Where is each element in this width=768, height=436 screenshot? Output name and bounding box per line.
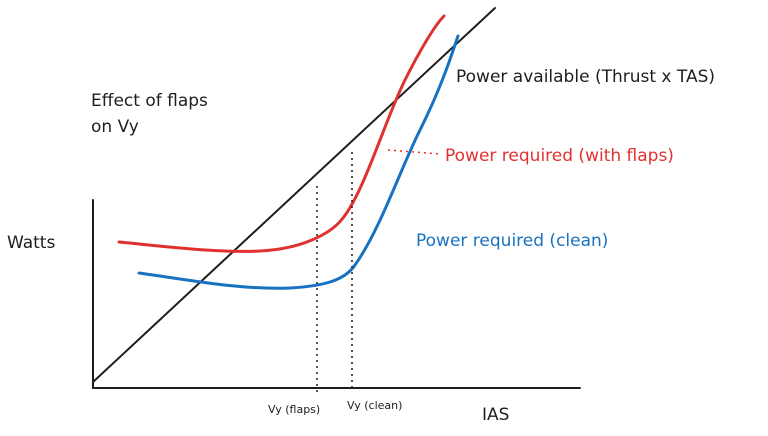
- diagram-title-line-2: on Vy: [91, 117, 139, 137]
- vy-clean-label: Vy (clean): [347, 399, 402, 412]
- y-axis-label: Watts: [7, 233, 55, 253]
- diagram-title-line-1: Effect of flaps: [91, 91, 208, 111]
- power-available-label: Power available (Thrust x TAS): [456, 67, 715, 87]
- x-axis-label: IAS: [482, 405, 509, 425]
- vy-flaps-label: Vy (flaps): [268, 403, 320, 416]
- power-required-flaps-curve: [117, 14, 446, 253]
- power-required-flaps-label: Power required (with flaps): [445, 146, 674, 166]
- flaps-label-leader: [387, 149, 441, 155]
- power-available-line: [92, 7, 496, 383]
- power-required-clean-label: Power required (clean): [416, 231, 608, 251]
- power-required-clean-curve: [137, 34, 460, 290]
